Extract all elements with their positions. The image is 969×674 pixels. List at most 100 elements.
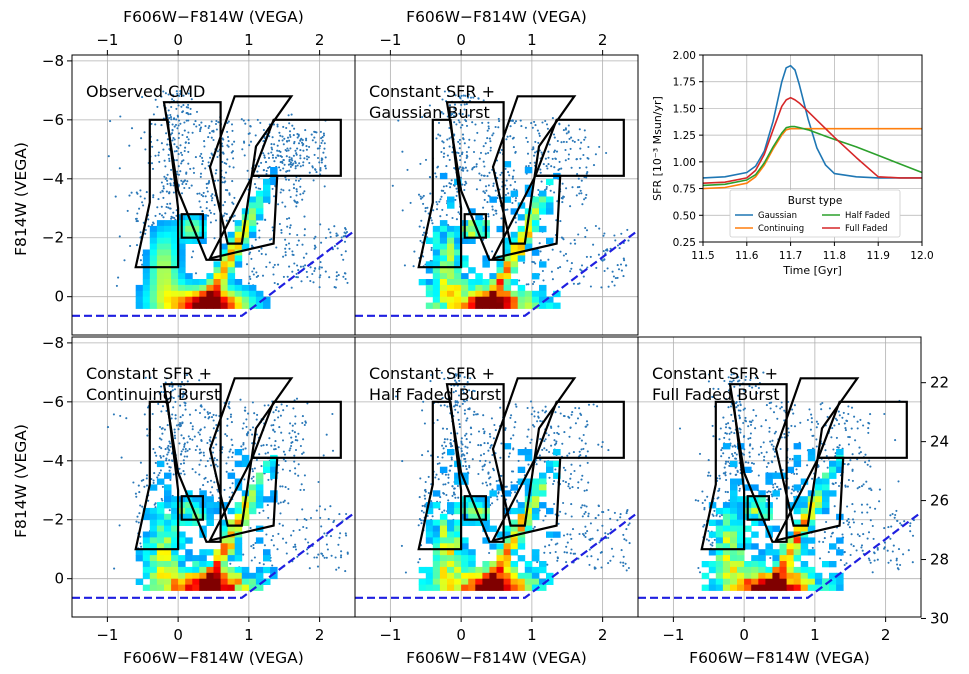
scatter-point (873, 552, 876, 555)
scatter-point (514, 491, 517, 494)
heatmap-cell (185, 502, 193, 509)
scatter-point (203, 408, 206, 411)
heatmap-cell (142, 561, 151, 568)
scatter-point (314, 168, 317, 171)
heatmap-cell (517, 578, 526, 585)
scatter-point (553, 149, 556, 152)
scatter-point (305, 270, 308, 273)
heatmap-cell (744, 578, 752, 585)
scatter-point (852, 521, 855, 524)
scatter-point (257, 187, 260, 190)
scatter-point (487, 151, 490, 155)
scatter-point (160, 410, 163, 413)
heatmap-cell (468, 284, 476, 292)
heatmap-cell (503, 490, 512, 497)
selection-box (207, 456, 279, 543)
heatmap-cell (454, 273, 462, 280)
heatmap-cell (765, 572, 773, 580)
scatter-point (546, 167, 549, 170)
heatmap-cell (432, 519, 441, 526)
scatter-point (426, 514, 429, 518)
scatter-point (497, 492, 500, 495)
heatmap-cell (531, 220, 540, 227)
scatter-point (581, 474, 584, 477)
scatter-point (201, 160, 204, 163)
scatter-point (427, 491, 430, 495)
x-tick-label-bottom: −1 (96, 626, 118, 644)
scatter-point (422, 255, 425, 258)
heatmap-cell (722, 513, 731, 521)
scatter-point (303, 474, 306, 477)
heatmap-cell (171, 578, 179, 585)
heatmap-cell (496, 572, 504, 580)
heatmap-cell (199, 555, 207, 562)
scatter-point (160, 427, 163, 430)
heatmap-cell (524, 507, 533, 515)
scatter-point (444, 483, 447, 486)
heatmap-cell (178, 284, 186, 292)
scatter-point (241, 148, 244, 151)
selection-box (746, 495, 771, 521)
heatmap-cell (220, 255, 229, 262)
scatter-point (174, 400, 177, 403)
scatter-point (727, 406, 730, 409)
selection-box (816, 400, 908, 459)
scatter-point (856, 487, 859, 490)
scatter-point (333, 519, 336, 522)
scatter-point (527, 428, 530, 431)
scatter-point (140, 545, 143, 548)
scatter-point (583, 198, 586, 201)
scatter-point (222, 214, 225, 217)
heatmap-cell (524, 302, 533, 309)
scatter-point (570, 515, 573, 518)
heatmap-cell (192, 290, 200, 298)
inset-y-tick-label: 1.75 (673, 77, 696, 89)
heatmap-cell (156, 279, 165, 286)
heatmap-cell (807, 578, 816, 585)
scatter-point (742, 421, 745, 425)
scatter-point (861, 549, 864, 552)
x-tick-label-bottom: 0 (739, 626, 749, 644)
scatter-point (811, 546, 814, 549)
scatter-point (231, 129, 234, 132)
heatmap-cell (447, 249, 455, 256)
heatmap-cell (178, 255, 186, 262)
selection-box (162, 101, 222, 261)
scatter-point (498, 120, 501, 123)
scatter-point (159, 191, 162, 194)
scatter-point (587, 481, 590, 484)
heatmap-cell (737, 555, 745, 562)
scatter-point (765, 404, 768, 407)
scatter-point (273, 448, 276, 451)
scatter-point (169, 207, 172, 210)
heatmap-cell (744, 484, 752, 491)
heatmap-cell (708, 502, 717, 509)
scatter-point (177, 395, 180, 398)
heatmap-cell (461, 279, 469, 286)
scatter-point (456, 484, 459, 488)
scatter-point (620, 269, 623, 272)
scatter-point (158, 212, 161, 215)
scatter-point (185, 171, 188, 174)
scatter-point (272, 424, 275, 427)
scatter-point (184, 391, 187, 395)
scatter-point (158, 425, 162, 429)
scatter-point (472, 413, 475, 416)
heatmap-cell (241, 284, 250, 292)
scatter-point (258, 229, 261, 232)
scatter-point (732, 379, 735, 382)
scatter-point (169, 478, 172, 481)
scatter-point (737, 394, 740, 397)
scatter-point (531, 260, 534, 263)
scatter-point (491, 205, 494, 208)
scatter-point (722, 416, 725, 419)
heatmap-cell (708, 584, 717, 591)
heatmap-cell (164, 525, 172, 532)
scatter-point (288, 139, 291, 142)
scatter-point (226, 417, 229, 420)
scatter-point (481, 465, 484, 468)
scatter-point (458, 112, 461, 115)
inset-y-axis-label: SFR [10⁻³ Msun/yr] (651, 96, 664, 201)
scatter-point (180, 151, 183, 154)
heatmap-cell (454, 231, 462, 239)
